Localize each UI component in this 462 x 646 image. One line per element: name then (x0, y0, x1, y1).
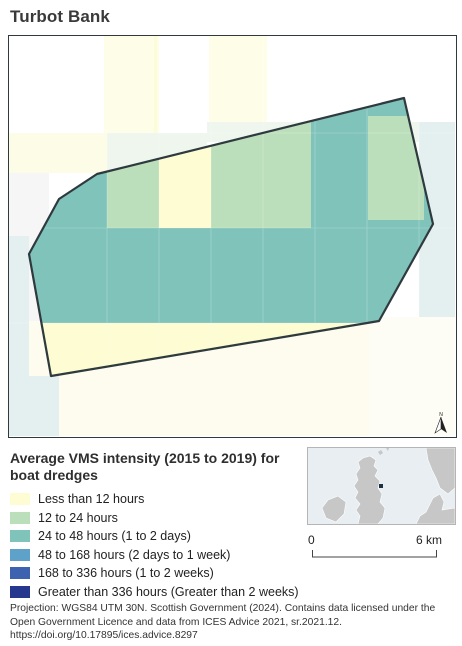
legend-label: Greater than 336 hours (Greater than 2 w… (38, 584, 299, 599)
location-marker (379, 484, 383, 488)
legend-item: Less than 12 hours (10, 490, 299, 509)
scale-bar: 0 6 km (308, 533, 448, 563)
turbot-bank-boundary[interactable] (27, 96, 435, 378)
page-title: Turbot Bank (10, 7, 110, 26)
grid-lines (9, 36, 455, 436)
scandinavia-landmass (425, 448, 455, 495)
grid-cell (9, 376, 59, 436)
scale-bar-line (312, 550, 437, 558)
inset-map-canvas (308, 448, 455, 524)
north-label: N (439, 412, 443, 418)
grid-cell (9, 36, 49, 133)
legend-item: 24 to 48 hours (1 to 2 days) (10, 527, 299, 546)
legend-swatch (10, 567, 30, 580)
legend-label: 24 to 48 hours (1 to 2 days) (38, 529, 191, 544)
scale-start-label: 0 (308, 533, 315, 547)
continental-landmass (415, 493, 455, 524)
legend-swatch (10, 548, 30, 561)
legend-label: 48 to 168 hours (2 days to 1 week) (38, 547, 231, 562)
legend-item: 12 to 24 hours (10, 509, 299, 528)
source-attribution: Projection: WGS84 UTM 30N. Scottish Gove… (10, 603, 436, 641)
grid-cell (369, 317, 455, 436)
grid-cell (104, 36, 159, 133)
uk-landmass (353, 455, 386, 524)
legend-label: 12 to 24 hours (38, 510, 118, 525)
scale-end-label: 6 km (415, 533, 442, 547)
map-canvas (9, 36, 455, 436)
legend-swatch (10, 530, 30, 543)
island (378, 450, 383, 455)
legend-label: 168 to 336 hours (1 to 2 weeks) (38, 566, 214, 581)
legend-label: Less than 12 hours (38, 492, 145, 507)
legend-title: Average VMS intensity (2015 to 2019) for… (10, 450, 280, 483)
grid-cell (9, 133, 107, 173)
island (386, 448, 389, 451)
inset-locator-map[interactable] (307, 447, 456, 525)
legend-swatch (10, 585, 30, 598)
legend-item: 168 to 336 hours (1 to 2 weeks) (10, 564, 299, 583)
grid-cell (157, 36, 207, 133)
legend: Less than 12 hours 12 to 24 hours 24 to … (10, 490, 299, 601)
legend-swatch (10, 493, 30, 506)
legend-item: Greater than 336 hours (Greater than 2 w… (10, 583, 299, 602)
legend-item: 48 to 168 hours (2 days to 1 week) (10, 546, 299, 565)
main-map[interactable]: N (8, 35, 457, 438)
legend-swatch (10, 511, 30, 524)
grid-cell (209, 36, 267, 133)
north-arrow-icon: N (434, 412, 447, 434)
ireland-landmass (321, 495, 347, 523)
